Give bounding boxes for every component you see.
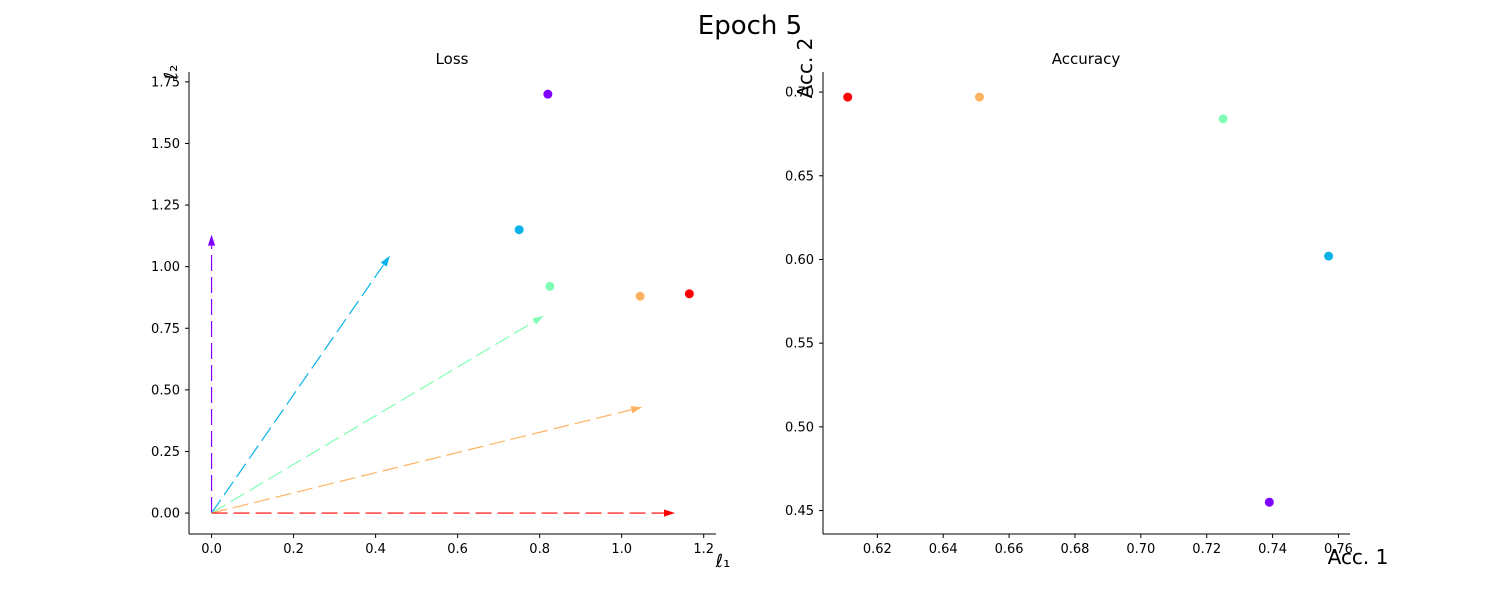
x-tick-label: 0.72	[1192, 542, 1221, 557]
x-tick-label: 0.74	[1258, 542, 1287, 557]
x-tick-label: 0.68	[1060, 542, 1089, 557]
y-tick-label: 0.50	[151, 383, 180, 398]
loss-plot: Loss ℓ₁ ℓ₂ 0.0 0.2 0.4 0.6 0.8 1.0 1.2 0.00 0.25…	[151, 50, 730, 572]
y-tick-label: 1.75	[151, 75, 180, 90]
scatter-point	[514, 225, 524, 235]
x-tick-label: 1.0	[611, 542, 632, 557]
x-tick-label: 0.2	[283, 542, 304, 557]
accuracy-y-axis-label: Acc. 2	[793, 38, 817, 99]
scatter-point	[1324, 251, 1334, 261]
accuracy-plot: Accuracy Acc. 1 Acc. 2 0.62 0.64 0.66 0.68 0…	[785, 38, 1388, 569]
arrow-shaft	[211, 321, 535, 514]
accuracy-plot-title: Accuracy	[1052, 50, 1121, 68]
y-tick-label: 0.65	[785, 169, 814, 184]
x-tick-label: 0.66	[995, 542, 1024, 557]
direction-arrow	[211, 315, 544, 514]
direction-arrow	[211, 255, 390, 514]
scatter-point	[545, 281, 555, 291]
arrow-head	[663, 509, 675, 517]
y-tick-label: 0.60	[785, 253, 814, 268]
x-tick-label: 0.4	[365, 542, 386, 557]
direction-arrow	[207, 234, 216, 514]
x-tick-label: 1.2	[693, 542, 714, 557]
arrow-head	[207, 234, 216, 246]
x-tick-label: 0.62	[863, 542, 892, 557]
y-tick-label: 0.70	[785, 86, 814, 101]
x-tick-label: 0.70	[1126, 542, 1155, 557]
arrow-shaft	[211, 264, 385, 514]
x-tick-label: 0.6	[447, 542, 468, 557]
loss-x-axis-label: ℓ₁	[715, 551, 731, 572]
arrow-shaft	[211, 409, 632, 514]
y-tick-label: 1.00	[151, 260, 180, 275]
scatter-point	[1264, 497, 1274, 507]
y-tick-label: 1.25	[151, 199, 180, 214]
y-tick-label: 0.55	[785, 337, 814, 352]
arrow-head	[532, 315, 544, 325]
scatter-point	[974, 92, 984, 102]
y-tick-label: 0.45	[785, 504, 814, 519]
y-tick-label: 1.50	[151, 137, 180, 152]
scatter-point	[1218, 114, 1228, 124]
scatter-point	[843, 92, 853, 102]
y-tick-label: 0.00	[151, 507, 180, 522]
x-tick-label: 0.76	[1324, 542, 1353, 557]
x-tick-label: 0.64	[929, 542, 958, 557]
y-tick-label: 0.25	[151, 445, 180, 460]
x-tick-label: 0.0	[201, 542, 222, 557]
y-tick-label: 0.50	[785, 420, 814, 435]
loss-y-axis-label: ℓ₂	[161, 65, 182, 81]
scatter-point	[635, 291, 645, 301]
direction-arrow	[211, 509, 675, 517]
direction-arrow	[211, 406, 643, 514]
arrow-head	[380, 255, 390, 267]
scatter-point	[684, 289, 694, 299]
x-tick-label: 0.8	[529, 542, 550, 557]
scatter-point	[543, 89, 553, 99]
figure-suptitle: Epoch 5	[698, 11, 802, 41]
arrow-head	[630, 406, 643, 414]
loss-plot-title: Loss	[436, 50, 469, 68]
accuracy-x-axis-label: Acc. 1	[1328, 545, 1389, 569]
y-tick-label: 0.75	[151, 322, 180, 337]
